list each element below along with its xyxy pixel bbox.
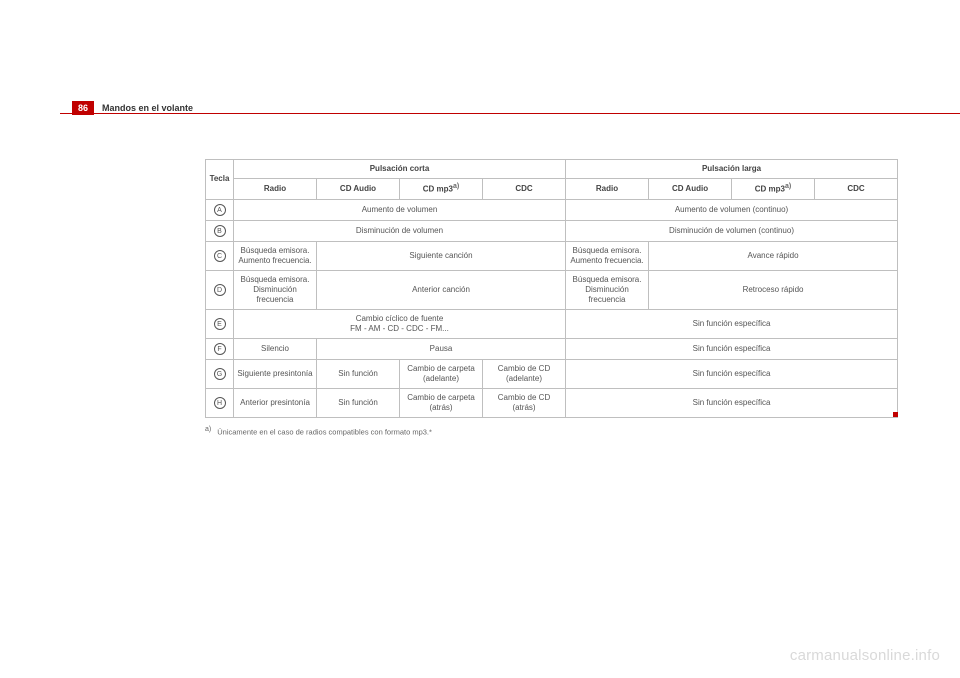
- th-long-cdaudio: CD Audio: [649, 179, 732, 200]
- th-short-cdmp3: CD mp3a): [400, 179, 483, 200]
- cell: Silencio: [234, 338, 317, 359]
- th-long-radio: Radio: [566, 179, 649, 200]
- cell: Disminución de volumen (continuo): [566, 220, 898, 241]
- cell: Sin función: [317, 359, 400, 388]
- cell: Aumento de volumen: [234, 199, 566, 220]
- table-row: B Disminución de volumen Disminución de …: [206, 220, 898, 241]
- th-short-cdc: CDC: [483, 179, 566, 200]
- key-icon-g: G: [214, 368, 226, 380]
- th-short-cdaudio: CD Audio: [317, 179, 400, 200]
- cell: Avance rápido: [649, 241, 898, 270]
- cell: Búsqueda emisora. Disminución frecuencia: [566, 270, 649, 309]
- th-long-cdc: CDC: [815, 179, 898, 200]
- table-row: D Búsqueda emisora. Disminución frecuenc…: [206, 270, 898, 309]
- cell: Sin función específica: [566, 388, 898, 417]
- key-icon-c: C: [214, 250, 226, 262]
- th-tecla: Tecla: [206, 160, 234, 200]
- cell: Siguiente canción: [317, 241, 566, 270]
- th-long: Pulsación larga: [566, 160, 898, 179]
- table-row: F Silencio Pausa Sin función específica: [206, 338, 898, 359]
- table-row: H Anterior presintonía Sin función Cambi…: [206, 388, 898, 417]
- cell: Búsqueda emisora. Aumento frecuencia.: [566, 241, 649, 270]
- key-icon-b: B: [214, 225, 226, 237]
- key-icon-f: F: [214, 343, 226, 355]
- page-number: 86: [72, 101, 94, 115]
- key-icon-d: D: [214, 284, 226, 296]
- key-icon-a: A: [214, 204, 226, 216]
- key-icon-h: H: [214, 397, 226, 409]
- key-icon-e: E: [214, 318, 226, 330]
- cell: Sin función específica: [566, 309, 898, 338]
- table-row: E Cambio cíclico de fuente FM - AM - CD …: [206, 309, 898, 338]
- footnote-mark: a): [205, 426, 211, 433]
- cell: Sin función específica: [566, 338, 898, 359]
- cell: Anterior presintonía: [234, 388, 317, 417]
- cell: Búsqueda emisora. Disminución frecuencia: [234, 270, 317, 309]
- th-long-cdmp3: CD mp3a): [732, 179, 815, 200]
- cell: Cambio de CD (adelante): [483, 359, 566, 388]
- cell: Sin función específica: [566, 359, 898, 388]
- cell: Cambio de carpeta (atrás): [400, 388, 483, 417]
- controls-table: Tecla Pulsación corta Pulsación larga Ra…: [205, 159, 898, 418]
- end-marker: [893, 412, 898, 417]
- cell: Siguiente presintonía: [234, 359, 317, 388]
- cell: Retroceso rápido: [649, 270, 898, 309]
- header-rule: [60, 113, 960, 114]
- watermark: carmanualsonline.info: [790, 647, 940, 664]
- footnote-text: Únicamente en el caso de radios compatib…: [217, 428, 432, 437]
- cell: Aumento de volumen (continuo): [566, 199, 898, 220]
- cell: Pausa: [317, 338, 566, 359]
- th-short-radio: Radio: [234, 179, 317, 200]
- footnote: a) Únicamente en el caso de radios compat…: [205, 426, 432, 437]
- table-row: A Aumento de volumen Aumento de volumen …: [206, 199, 898, 220]
- table-row: G Siguiente presintonía Sin función Camb…: [206, 359, 898, 388]
- cell: Sin función: [317, 388, 400, 417]
- th-short: Pulsación corta: [234, 160, 566, 179]
- cell: Cambio de carpeta (adelante): [400, 359, 483, 388]
- cell: Cambio de CD (atrás): [483, 388, 566, 417]
- cell: Disminución de volumen: [234, 220, 566, 241]
- table-row: C Búsqueda emisora. Aumento frecuencia. …: [206, 241, 898, 270]
- cell: Búsqueda emisora. Aumento frecuencia.: [234, 241, 317, 270]
- cell: Cambio cíclico de fuente FM - AM - CD - …: [234, 309, 566, 338]
- page: 86 Mandos en el volante Tecla Pulsación …: [0, 0, 960, 678]
- cell: Anterior canción: [317, 270, 566, 309]
- section-title: Mandos en el volante: [102, 103, 193, 113]
